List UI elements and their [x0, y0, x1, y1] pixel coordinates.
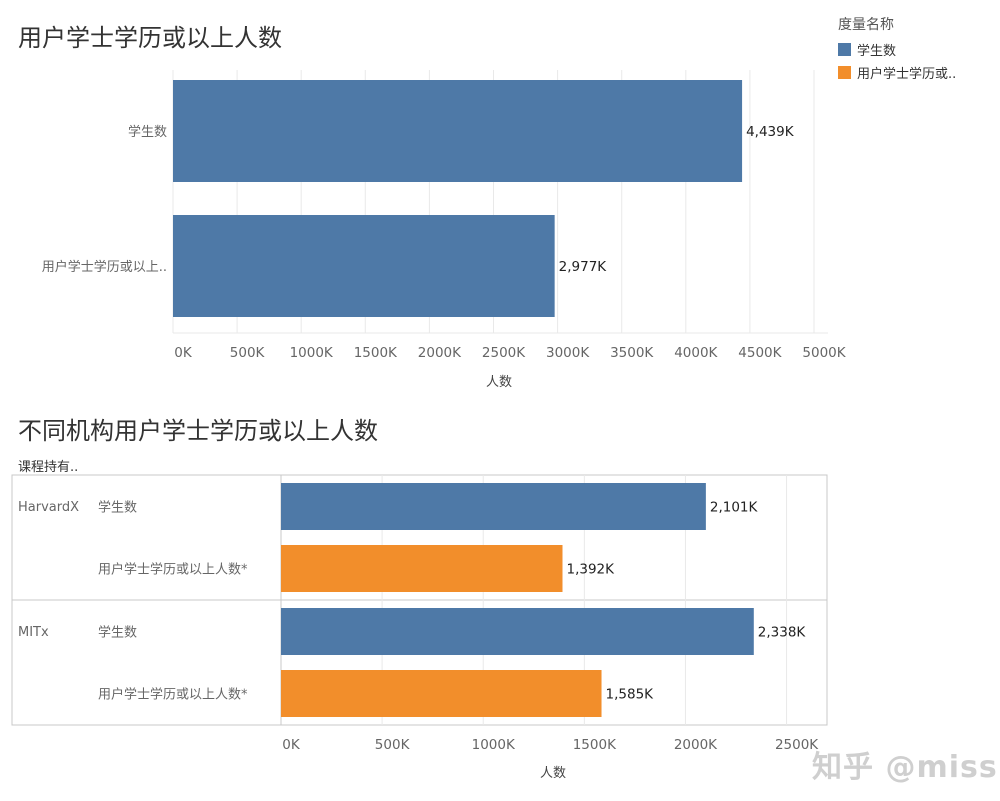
watermark-text: 知乎 @miss	[812, 750, 998, 785]
chart2-x-tick-label: 1500K	[573, 737, 617, 753]
chart2-bar	[281, 545, 563, 592]
legend-swatch-orange	[838, 66, 851, 79]
legend-item-label: 用户学士学历或..	[857, 67, 957, 82]
chart1-x-tick-label: 4500K	[738, 345, 782, 361]
chart2-category-label: 学生数	[98, 625, 137, 641]
chart1-bar	[173, 80, 743, 182]
chart2-bar-value-label: 1,392K	[566, 562, 615, 578]
chart2-row-header: 课程持有..	[18, 460, 79, 475]
chart2-bar-value-label: 2,101K	[710, 500, 759, 516]
chart2-bar	[281, 608, 754, 655]
legend: 度量名称 学生数 用户学士学历或..	[838, 14, 956, 82]
chart2-x-tick-label: 2000K	[674, 737, 718, 753]
chart2-x-axis-title: 人数	[540, 766, 567, 781]
chart1-x-tick-label: 1500K	[354, 345, 398, 361]
chart2-category-label: 用户学士学历或以上人数*	[98, 562, 248, 578]
legend-item-bachelor-users[interactable]: 用户学士学历或..	[838, 63, 956, 82]
chart1-x-tick-label: 500K	[230, 345, 266, 361]
chart2-title: 不同机构用户学士学历或以上人数	[18, 417, 378, 445]
chart1-bar-value-label: 2,977K	[559, 259, 608, 275]
chart2-x-tick-label: 0K	[282, 737, 301, 753]
legend-title: 度量名称	[838, 17, 894, 33]
chart1-x-axis-title: 人数	[486, 375, 513, 390]
chart1-x-tick-label: 1000K	[290, 345, 334, 361]
chart1-x-tick-label: 2000K	[418, 345, 462, 361]
chart1-x-tick-label: 3000K	[546, 345, 590, 361]
chart2-x-tick-label: 2500K	[775, 737, 819, 753]
chart2-category-label: 用户学士学历或以上人数*	[98, 687, 248, 703]
legend-item-label: 学生数	[857, 44, 897, 59]
chart2-bar	[281, 483, 706, 530]
chart1-x-tick-label: 4000K	[674, 345, 718, 361]
chart2-group-label: MITx	[18, 625, 49, 640]
chart1-bar-value-label: 4,439K	[746, 124, 795, 140]
legend-item-student-count[interactable]: 学生数	[838, 40, 956, 59]
chart2-bar	[281, 670, 602, 717]
chart1-category-label: 学生数	[128, 124, 167, 140]
chart1-x-tick-label: 0K	[174, 345, 193, 361]
chart2-x-tick-label: 500K	[375, 737, 411, 753]
legend-swatch-blue	[838, 43, 851, 56]
chart2-group-label: HarvardX	[18, 500, 79, 515]
chart2-category-label: 学生数	[98, 500, 137, 516]
chart2-bar-value-label: 2,338K	[758, 625, 807, 641]
chart1-x-tick-label: 2500K	[482, 345, 526, 361]
chart1-category-label: 用户学士学历或以上..	[42, 259, 167, 275]
chart1-bar	[173, 215, 555, 317]
chart1-x-tick-label: 5000K	[802, 345, 846, 361]
chart2-bar-value-label: 1,585K	[606, 687, 655, 703]
chart1-title: 用户学士学历或以上人数	[18, 24, 282, 52]
chart1-x-tick-label: 3500K	[610, 345, 654, 361]
chart2-x-tick-label: 1000K	[472, 737, 516, 753]
